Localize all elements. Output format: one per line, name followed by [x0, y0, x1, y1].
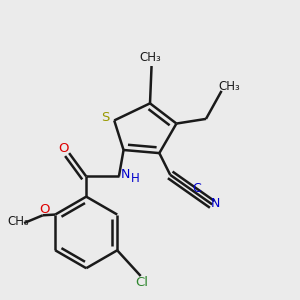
- Text: O: O: [58, 142, 69, 155]
- Text: CH₃: CH₃: [218, 80, 240, 93]
- Text: CH₃: CH₃: [8, 215, 29, 228]
- Text: S: S: [101, 111, 109, 124]
- Text: N: N: [121, 168, 130, 181]
- Text: H: H: [131, 172, 140, 185]
- Text: O: O: [39, 203, 50, 216]
- Text: CH₃: CH₃: [139, 51, 161, 64]
- Text: Cl: Cl: [135, 276, 148, 289]
- Text: C: C: [192, 182, 201, 195]
- Text: N: N: [211, 197, 220, 210]
